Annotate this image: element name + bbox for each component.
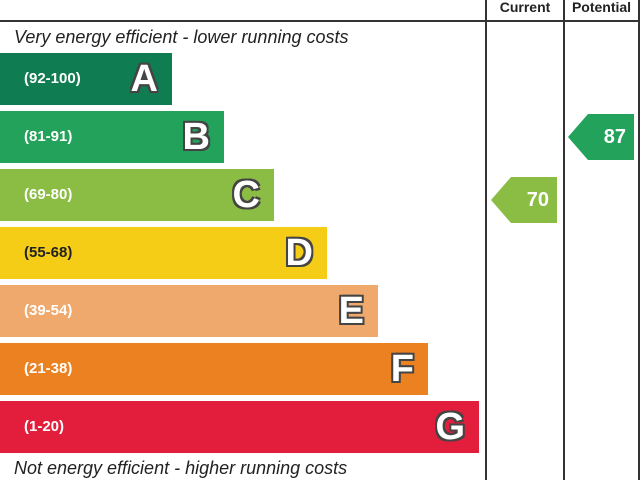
current-column-divider — [485, 0, 487, 480]
band-range-label: (55-68) — [24, 244, 73, 261]
band-letter: B — [182, 116, 210, 158]
current-rating-arrow: 70 — [491, 177, 557, 223]
current-column-header: Current — [499, 0, 551, 15]
band-b: (81-91) B — [0, 111, 224, 163]
band-e: (39-54) E — [0, 285, 378, 337]
arrow-shape — [491, 177, 557, 223]
potential-rating-arrow: 87 — [568, 114, 634, 160]
band-range-label: (39-54) — [24, 302, 73, 319]
band-a: (92-100) A — [0, 53, 172, 105]
band-range-label: (81-91) — [24, 128, 73, 145]
band-range-label: (21-38) — [24, 360, 73, 377]
potential-column-header: Potential — [571, 0, 632, 15]
potential-column-divider — [563, 0, 565, 480]
band-letter: A — [130, 58, 158, 100]
current-rating-value: 70 — [526, 189, 549, 211]
band-letter: G — [435, 406, 465, 448]
band-range-label: (1-20) — [24, 418, 65, 435]
potential-rating-value: 87 — [603, 126, 626, 148]
band-g: (1-20) G — [0, 401, 479, 453]
band-letter: F — [390, 348, 414, 390]
bottom-caption: Not energy efficient - higher running co… — [14, 458, 348, 478]
right-border — [638, 0, 640, 480]
band-f: (21-38) F — [0, 343, 428, 395]
band-letter: C — [232, 174, 260, 216]
band-letter: E — [338, 290, 364, 332]
band-d: (55-68) D — [0, 227, 327, 279]
arrow-shape — [568, 114, 634, 160]
band-range-label: (92-100) — [24, 70, 81, 87]
top-caption: Very energy efficient - lower running co… — [14, 27, 349, 47]
band-letter: D — [285, 232, 313, 274]
band-c: (69-80) C — [0, 169, 274, 221]
header-divider — [0, 20, 640, 22]
band-range-label: (69-80) — [24, 186, 73, 203]
